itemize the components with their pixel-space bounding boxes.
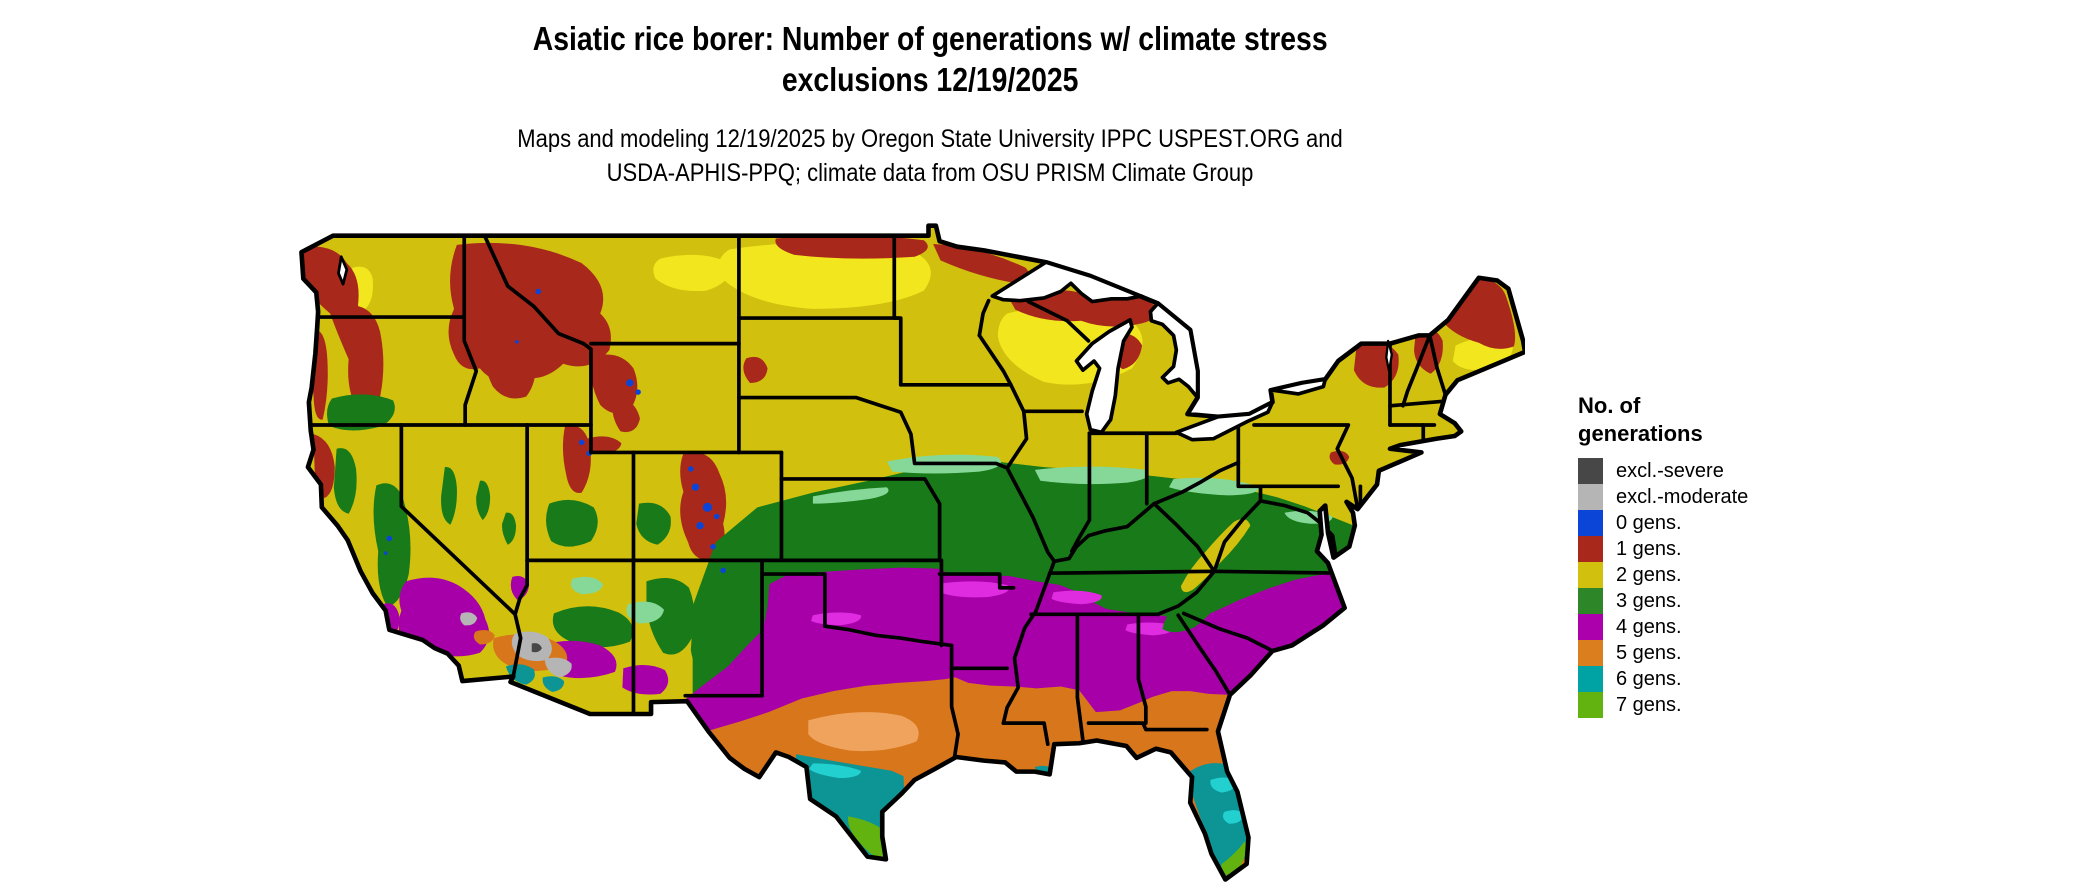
legend-item: 5 gens.	[1578, 640, 1858, 666]
legend-title: No. of generations	[1578, 392, 1858, 448]
legend-item-label: 3 gens.	[1616, 589, 1682, 612]
legend-item-label: 2 gens.	[1616, 563, 1682, 586]
legend-item-label: 6 gens.	[1616, 667, 1682, 690]
lake-champlain	[1385, 339, 1393, 373]
legend-color-swatch	[1578, 484, 1603, 510]
legend-item-label: 1 gens.	[1616, 537, 1682, 560]
subtitle-line1: Maps and modeling 12/19/2025 by Oregon S…	[517, 125, 1343, 153]
legend-item: 0 gens.	[1578, 510, 1858, 536]
legend-item-label: 7 gens.	[1616, 693, 1682, 716]
page-subtitle: Maps and modeling 12/19/2025 by Oregon S…	[300, 122, 1560, 190]
region-7-gens	[847, 787, 1247, 880]
legend-color-swatch	[1578, 536, 1603, 562]
legend-item: 6 gens.	[1578, 666, 1858, 692]
region-excl-severe	[531, 643, 542, 653]
legend-item: excl.-severe	[1578, 458, 1858, 484]
region-5-gens-light	[808, 712, 919, 752]
legend-color-swatch	[1578, 640, 1603, 666]
region-6-gens-light	[809, 763, 1244, 824]
great-lakes	[337, 255, 1393, 442]
subtitle-line2: USDA-APHIS-PPQ; climate data from OSU PR…	[606, 159, 1254, 187]
legend-color-swatch	[1578, 562, 1603, 588]
page-title: Asiatic rice borer: Number of generation…	[300, 18, 1560, 100]
us-outline	[299, 223, 1525, 882]
legend-item-label: excl.-severe	[1616, 459, 1724, 482]
legend-item-label: 4 gens.	[1616, 615, 1682, 638]
legend-rows: excl.-severe excl.-moderate 0 gens. 1 ge…	[1578, 458, 1858, 718]
legend-color-swatch	[1578, 614, 1603, 640]
region-2-gens-blueridge-streak	[1180, 519, 1251, 593]
legend-color-swatch	[1578, 510, 1603, 536]
legend-item: 3 gens.	[1578, 588, 1858, 614]
legend-item: excl.-moderate	[1578, 484, 1858, 510]
legend-item-label: 0 gens.	[1616, 511, 1682, 534]
legend-color-swatch	[1578, 458, 1603, 484]
legend-color-swatch	[1578, 588, 1603, 614]
legend: No. of generations excl.-severe excl.-mo…	[1578, 392, 1858, 718]
lake-superior	[990, 260, 1160, 306]
legend-title-line2: generations	[1578, 421, 1703, 446]
legend-item: 1 gens.	[1578, 536, 1858, 562]
lake-erie	[1174, 400, 1275, 442]
legend-color-swatch	[1578, 692, 1603, 718]
legend-item: 4 gens.	[1578, 614, 1858, 640]
legend-item: 2 gens.	[1578, 562, 1858, 588]
us-generations-map	[299, 223, 1525, 882]
region-0-gens	[383, 288, 726, 574]
title-line2: exclusions 12/19/2025	[781, 61, 1079, 98]
legend-item: 7 gens.	[1578, 692, 1858, 718]
lake-ontario	[1268, 377, 1328, 396]
puget-sound	[337, 255, 349, 286]
lake-michigan	[1074, 318, 1134, 435]
legend-title-line1: No. of	[1578, 393, 1641, 418]
legend-color-swatch	[1578, 666, 1603, 692]
lake-huron	[1148, 301, 1200, 400]
title-line1: Asiatic rice borer: Number of generation…	[532, 20, 1328, 57]
legend-item-label: excl.-moderate	[1616, 485, 1749, 508]
legend-item-label: 5 gens.	[1616, 641, 1682, 664]
